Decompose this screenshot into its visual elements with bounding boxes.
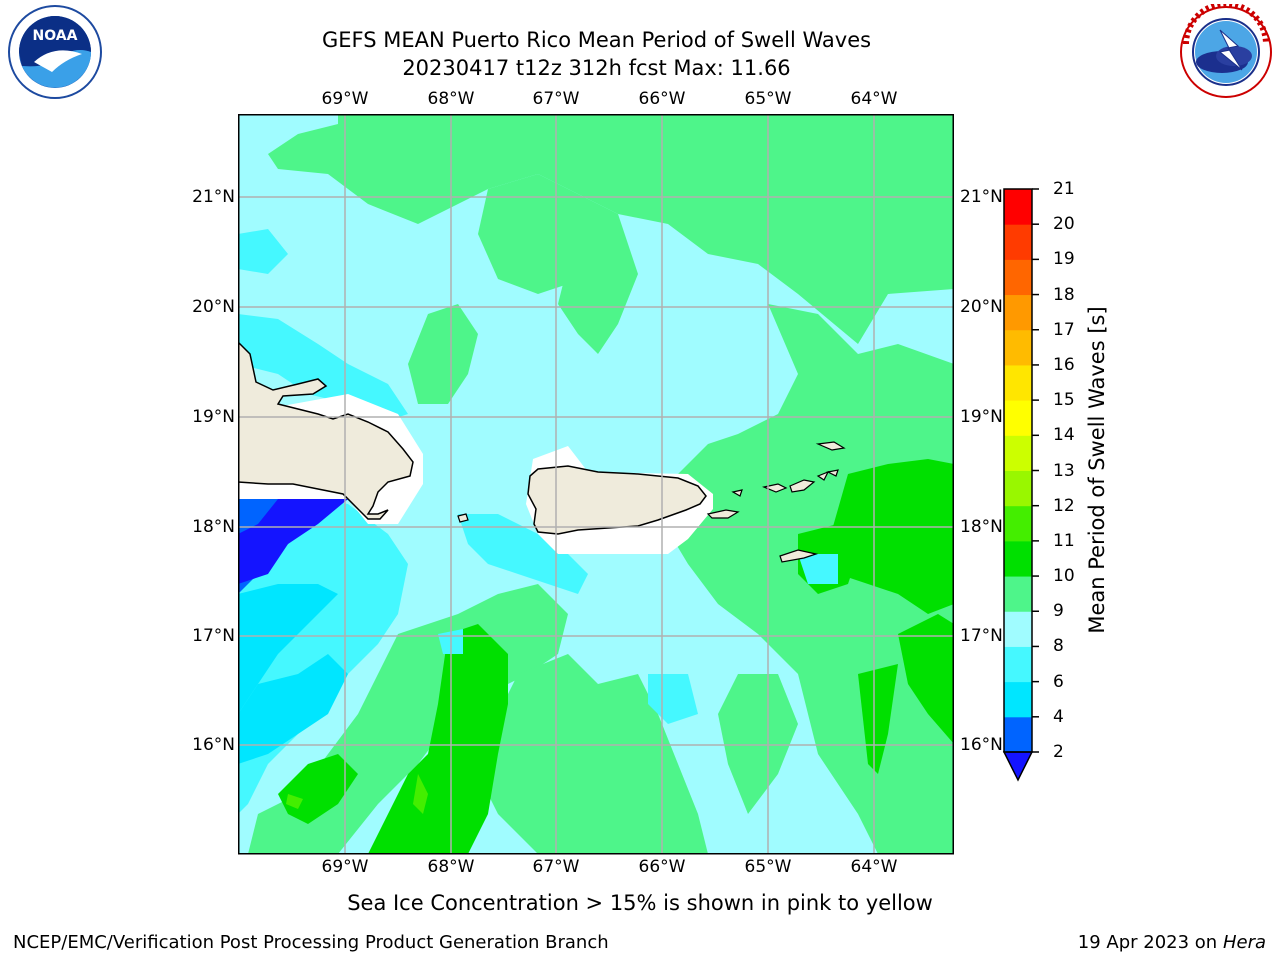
colorbar-tick-label: 15 — [1053, 390, 1075, 411]
colorbar-band — [1004, 435, 1032, 471]
colorbar-tick-label: 16 — [1053, 354, 1075, 375]
x-tick-bottom-67w: 67°W — [532, 857, 580, 877]
y-tick-right-20n: 20°N — [960, 297, 1003, 317]
colorbar-band — [1004, 470, 1032, 507]
footer-branch: NCEP/EMC/Verification Post Processing Pr… — [13, 932, 609, 953]
colorbar-tick-label: 8 — [1053, 636, 1064, 657]
x-tick-bottom-68w: 68°W — [427, 857, 475, 877]
colorbar-band — [1004, 576, 1032, 612]
y-tick-right-21n: 21°N — [960, 187, 1003, 207]
field-11-12 — [413, 774, 428, 814]
island-culebra — [731, 489, 743, 497]
colorbar-bands — [1004, 189, 1032, 753]
y-tick-right-16n: 16°N — [960, 735, 1003, 755]
colorbar-tick-label: 19 — [1053, 249, 1075, 270]
colorbar — [1002, 188, 1039, 782]
colorbar-band — [1004, 540, 1032, 577]
field-11-12-west — [286, 794, 303, 809]
field-under-2 — [238, 499, 348, 584]
island-st-croix — [779, 549, 819, 563]
colorbar-band — [1004, 294, 1032, 331]
y-tick-left-17n: 17°N — [192, 626, 235, 646]
nws-logo-icon — [1180, 4, 1272, 98]
y-tick-right-18n: 18°N — [960, 517, 1003, 537]
x-tick-top-65w: 65°W — [744, 89, 792, 109]
footer-date-text: 19 Apr 2023 on — [1077, 932, 1218, 953]
map-frame — [238, 114, 954, 855]
colorbar-band — [1004, 716, 1032, 753]
chart-title-line2: 20230417 t12z 312h fcst Max: 11.66 — [402, 56, 791, 80]
island-mona — [457, 513, 469, 523]
colorbar-band — [1004, 189, 1032, 225]
colorbar-band — [1004, 505, 1032, 542]
island-small-bvi — [826, 469, 839, 477]
colorbar-under-arrow — [1002, 751, 1034, 782]
x-tick-bottom-65w: 65°W — [744, 857, 792, 877]
y-tick-left-16n: 16°N — [192, 735, 235, 755]
colorbar-label: Mean Period of Swell Waves [s] — [1085, 306, 1109, 634]
colorbar-band — [1004, 329, 1032, 366]
colorbar-tick-label: 14 — [1053, 425, 1075, 446]
island-anegada — [815, 441, 846, 451]
y-tick-right-19n: 19°N — [960, 407, 1003, 427]
y-tick-left-18n: 18°N — [192, 517, 235, 537]
colorbar-tick-label: 20 — [1053, 214, 1075, 235]
colorbar-tick-label: 12 — [1053, 495, 1075, 516]
island-virgin-gorda — [816, 470, 830, 481]
colorbar-tick-label: 21 — [1053, 179, 1075, 199]
colorbar-tick-label: 9 — [1053, 601, 1064, 622]
colorbar-band — [1004, 611, 1032, 647]
x-tick-bottom-66w: 66°W — [638, 857, 686, 877]
colorbar-band — [1004, 364, 1032, 401]
land-hispaniola — [238, 340, 414, 520]
x-tick-top-67w: 67°W — [532, 89, 580, 109]
x-tick-top-64w: 64°W — [850, 89, 898, 109]
x-tick-bottom-69w: 69°W — [321, 857, 369, 877]
colorbar-tick-marks — [1032, 188, 1039, 753]
colorbar-tick-label: 11 — [1053, 530, 1075, 551]
colorbar-band — [1004, 646, 1032, 683]
x-tick-top-68w: 68°W — [427, 89, 475, 109]
colorbar-tick-label: 2 — [1053, 742, 1064, 762]
colorbar-tick-label: 18 — [1053, 284, 1075, 305]
colorbar-band — [1004, 224, 1032, 260]
swell-period-map — [238, 114, 954, 855]
colorbar-tick-label: 4 — [1053, 706, 1064, 727]
island-tortola — [789, 479, 816, 493]
x-tick-bottom-64w: 64°W — [850, 857, 898, 877]
island-st-thomas — [761, 483, 788, 493]
noaa-logo-text: NOAA — [33, 28, 78, 44]
colorbar-band — [1004, 681, 1032, 718]
y-tick-left-21n: 21°N — [192, 187, 235, 207]
colorbar-band — [1004, 259, 1032, 296]
colorbar-tick-label: 17 — [1053, 319, 1075, 340]
chart-title-line1: GEFS MEAN Puerto Rico Mean Period of Swe… — [321, 28, 872, 52]
map-gridlines — [238, 114, 954, 854]
colorbar-tick-label: 13 — [1053, 460, 1075, 481]
island-vieques — [706, 509, 740, 519]
y-tick-right-17n: 17°N — [960, 626, 1003, 646]
x-tick-top-66w: 66°W — [638, 89, 686, 109]
y-tick-left-20n: 20°N — [192, 297, 235, 317]
colorbar-tick-label: 6 — [1053, 671, 1064, 692]
noaa-logo-icon: NOAA — [8, 5, 102, 99]
x-tick-top-69w: 69°W — [321, 89, 369, 109]
sea-ice-note: Sea Ice Concentration > 15% is shown in … — [347, 891, 933, 915]
y-tick-left-19n: 19°N — [192, 407, 235, 427]
field-4-6 — [238, 584, 348, 764]
colorbar-band — [1004, 400, 1032, 436]
colorbar-tick-label: 10 — [1053, 566, 1075, 587]
footer-date: 19 Apr 2023 on Hera — [1078, 932, 1266, 953]
footer-machine: Hera — [1222, 932, 1266, 953]
